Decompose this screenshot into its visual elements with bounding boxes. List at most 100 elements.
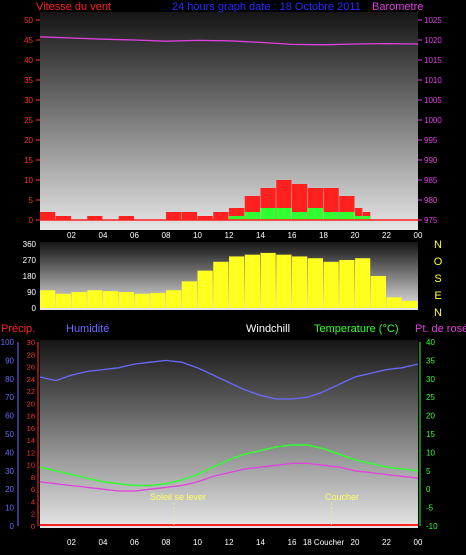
barometer-tick-label: 1020 [424, 36, 442, 45]
direction-bar [40, 290, 56, 308]
temperature-panel: Précip. Humidité Windchill Temperature (… [1, 323, 466, 547]
precip-tick-label: 18 [27, 412, 35, 421]
wind-tick-label: 35 [24, 76, 33, 85]
humidity-tick-label: 70 [5, 393, 14, 402]
time-tick-label: 22 [382, 231, 391, 240]
barometer-tick-label: 1015 [424, 56, 442, 65]
barometer-ticks: 975 980 985 990 995 1000 1005 1010 1015 1020 1025 [418, 16, 442, 225]
time-tick-label: 22 [382, 538, 391, 547]
time-tick-label: 18 [319, 231, 328, 240]
precip-tick-label: 10 [27, 461, 35, 470]
barometer-tick-label: 995 [424, 136, 438, 145]
wind-gust-bar [197, 216, 213, 220]
humidity-tick-label: 80 [5, 375, 14, 384]
wind-plot-area [40, 12, 418, 230]
wind-tick-label: 15 [24, 156, 33, 165]
wind-avg-bar [339, 212, 355, 220]
wind-tick-label: 50 [24, 16, 33, 25]
direction-bar [55, 293, 71, 308]
precip-tick-label: 20 [27, 399, 35, 408]
precip-tick-label: 2 [31, 510, 35, 519]
wind-avg-bar [260, 208, 276, 220]
wind-avg-bar [355, 216, 363, 220]
time-tick-label: 10 [193, 231, 202, 240]
direction-bar [276, 254, 292, 308]
temperature-tick-label: 20 [426, 412, 435, 421]
humidity-tick-label: 50 [5, 430, 14, 439]
temperature-tick-label: 15 [426, 430, 435, 439]
wind-gust-bar [213, 212, 229, 220]
time-tick-label: 00 [414, 231, 423, 240]
humidity-axis-title: Humidité [66, 323, 109, 335]
temperature-tick-label: 25 [426, 393, 435, 402]
humidity-tick-label: 90 [5, 356, 14, 365]
direction-bar [103, 291, 119, 308]
dewpoint-legend: Pt. de rosée [415, 323, 466, 335]
precip-axis-title: Précip. [1, 323, 35, 335]
barometer-tick-label: 980 [424, 196, 438, 205]
time-tick-label: 16 [288, 538, 297, 547]
time-tick-label: 14 [256, 538, 265, 547]
time-tick-label: 18 Coucher [303, 538, 345, 547]
barometer-tick-label: 1010 [424, 76, 442, 85]
chart-title: 24 hours graph date : 18 Octobre 2011 [172, 1, 361, 13]
wind-avg-bar [276, 208, 292, 220]
direction-ticks: 0 90 180 270 360 [23, 240, 37, 313]
barometer-tick-label: 975 [424, 216, 438, 225]
direction-bar [181, 281, 197, 308]
temperature-tick-label: -10 [426, 522, 438, 531]
humidity-tick-label: 0 [10, 522, 15, 531]
wind-tick-label: 5 [29, 196, 34, 205]
temperature-ticks: -10 -5 0 5 10 15 20 25 30 35 40 [419, 338, 438, 531]
direction-bar [87, 290, 103, 308]
barometer-tick-label: 1025 [424, 16, 442, 25]
time-tick-label: 08 [162, 538, 171, 547]
time-tick-label: 12 [225, 538, 234, 547]
precip-tick-label: 4 [31, 497, 35, 506]
humidity-tick-label: 60 [5, 412, 14, 421]
time-tick-label: 02 [67, 538, 76, 547]
precip-tick-label: 0 [31, 522, 35, 531]
wind-axis-title: Vitesse du vent [36, 1, 111, 13]
wind-avg-bar [323, 212, 339, 220]
wind-gust-bar [166, 212, 182, 220]
precip-tick-label: 14 [27, 436, 35, 445]
wind-tick-label: 40 [24, 56, 33, 65]
time-tick-label: 06 [130, 538, 139, 547]
time-tick-label: 04 [99, 231, 108, 240]
direction-bar [118, 292, 134, 308]
temperature-tick-label: -5 [426, 504, 434, 513]
precip-tick-label: 8 [31, 473, 35, 482]
barometer-tick-label: 1000 [424, 116, 442, 125]
direction-tick-label: 90 [27, 288, 36, 297]
wind-tick-label: 10 [24, 176, 33, 185]
wind-tick-label: 0 [29, 216, 34, 225]
time-tick-label: 20 [351, 231, 360, 240]
temperature-legend: Temperature (°C) [314, 323, 398, 335]
compass-letter: S [434, 273, 441, 285]
wind-tick-label: 45 [24, 36, 33, 45]
windchill-legend: Windchill [246, 323, 290, 335]
time-tick-label: 02 [67, 231, 76, 240]
direction-bar [370, 276, 386, 308]
direction-bar [292, 256, 308, 308]
precip-tick-label: 6 [31, 485, 35, 494]
time-tick-label: 10 [193, 538, 202, 547]
wind-avg-bar [362, 216, 371, 220]
wind-gust-bar [87, 216, 103, 220]
temperature-tick-label: 10 [426, 448, 435, 457]
dewpoint-line [39, 462, 419, 492]
direction-tick-label: 360 [23, 240, 37, 249]
direction-bar [386, 297, 402, 308]
barometer-tick-label: 985 [424, 176, 438, 185]
time-tick-label: 14 [256, 231, 265, 240]
barometer-tick-label: 990 [424, 156, 438, 165]
direction-bar [244, 254, 260, 308]
wind-speed-ticks: 0 5 10 15 20 25 30 35 40 45 50 [24, 16, 40, 225]
wind-gust-bar [292, 184, 308, 220]
temp-plot-area [40, 340, 418, 528]
